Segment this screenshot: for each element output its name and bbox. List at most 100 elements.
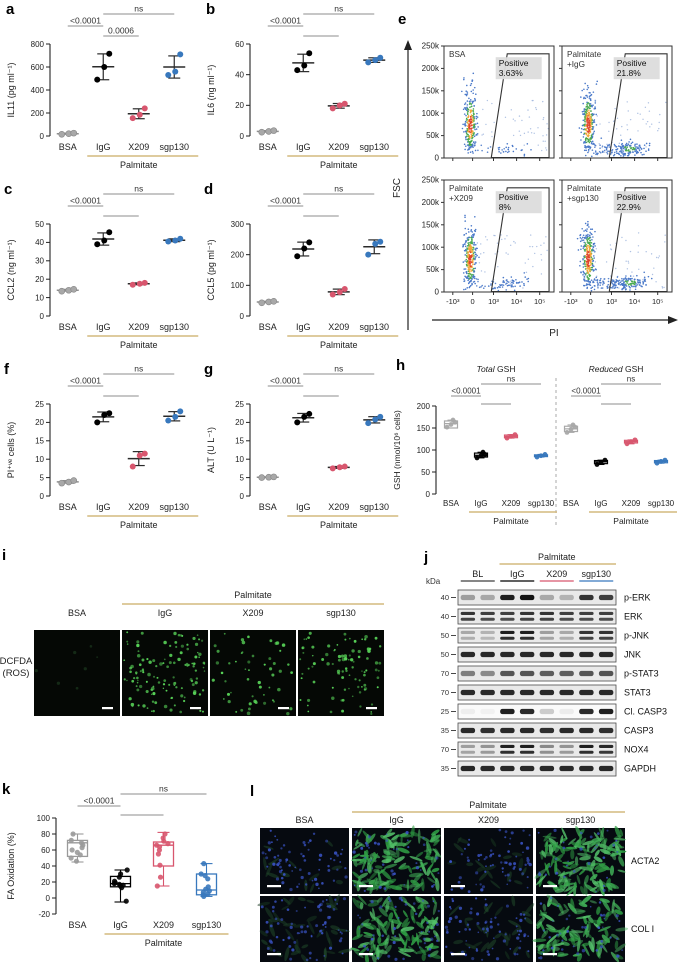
svg-text:IgG: IgG (389, 815, 404, 825)
group-BSA (56, 477, 79, 487)
svg-text:<0.0001: <0.0001 (270, 196, 301, 206)
blot-row-GAPDH: 35 GAPDH (441, 760, 656, 777)
svg-text:sgp130: sgp130 (566, 815, 596, 825)
svg-text:10⁴: 10⁴ (511, 297, 523, 306)
group-BSA (256, 473, 279, 481)
svg-text:Reduced GSH: Reduced GSH (589, 364, 644, 374)
subpanel-title: Total GSH (477, 364, 516, 374)
panel-l-letter: l (250, 783, 255, 800)
svg-text:10: 10 (35, 455, 44, 464)
panel-i-letter: i (2, 547, 7, 564)
group-X209 (503, 432, 519, 441)
palmitate-group-label: Palmitate (104, 933, 229, 948)
svg-text:200k: 200k (422, 198, 440, 207)
svg-text:0: 0 (40, 312, 45, 321)
svg-text:JNK: JNK (624, 650, 641, 660)
svg-text:sgp130: sgp130 (648, 499, 675, 508)
svg-text:FA Oxidation (%): FA Oxidation (%) (6, 832, 16, 900)
panel-f-letter: f (4, 361, 9, 378)
palmitate-group-label: Palmitate (87, 515, 199, 530)
svg-text:p-ERK: p-ERK (624, 593, 651, 603)
svg-text:40: 40 (35, 238, 44, 247)
svg-text:Positive: Positive (499, 58, 529, 68)
svg-text:40: 40 (441, 612, 449, 621)
svg-text:3.63%: 3.63% (499, 68, 524, 78)
svg-text:IgG: IgG (158, 608, 173, 618)
svg-text:Palmitate: Palmitate (613, 516, 649, 526)
svg-text:sgp130: sgp130 (159, 502, 189, 512)
svg-text:100: 100 (231, 281, 245, 290)
svg-text:5: 5 (40, 473, 45, 482)
scale-bar (451, 885, 465, 888)
svg-text:20: 20 (35, 418, 44, 427)
svg-text:BSA: BSA (68, 608, 86, 618)
svg-text:<0.0001: <0.0001 (270, 376, 301, 386)
svg-text:PI⁺ᵛᵉ cells (%): PI⁺ᵛᵉ cells (%) (6, 422, 16, 479)
micro-image-ACTA2-X209 (444, 828, 533, 894)
svg-text:50: 50 (441, 650, 449, 659)
group-X209 (127, 450, 150, 470)
group-sgp130 (163, 408, 186, 424)
svg-text:20: 20 (235, 101, 244, 110)
group-BSA (66, 831, 89, 864)
row-label: DCFDA(ROS) (0, 656, 33, 679)
stat-brackets: ns <0.0001 0.0006 (67, 4, 175, 37)
y-axis: 0 100 200 300 (231, 220, 251, 321)
scale-bar (543, 953, 557, 956)
group-IgG (593, 457, 609, 467)
svg-text:Palmitate: Palmitate (320, 160, 358, 170)
group-BSA (256, 127, 279, 136)
gate-polygon (490, 53, 550, 159)
group-IgG (92, 229, 115, 248)
svg-text:+sgp130: +sgp130 (567, 194, 599, 203)
category-labels: BSA IgG X209 sgp130 (59, 142, 189, 152)
svg-text:150: 150 (417, 424, 431, 433)
svg-text:10: 10 (235, 455, 244, 464)
blot-row-JNK: 50 JNK (441, 646, 641, 663)
svg-text:kDa: kDa (426, 577, 441, 586)
category-labels: BSA IgG X209 sgp130 (59, 502, 189, 512)
y-axis-title: GSH (nmol/10⁶ cells) (392, 410, 402, 490)
svg-text:200: 200 (31, 109, 45, 118)
column-headers: Palmitate BSA IgG X209 sgp130 (295, 800, 625, 825)
svg-text:BSA: BSA (59, 502, 77, 512)
svg-text:ns: ns (334, 364, 343, 374)
svg-text:80: 80 (41, 830, 50, 839)
svg-text:20: 20 (35, 275, 44, 284)
svg-text:50: 50 (441, 631, 449, 640)
svg-text:X209: X209 (242, 608, 263, 618)
svg-text:BSA: BSA (59, 142, 77, 152)
svg-text:p-JNK: p-JNK (624, 631, 649, 641)
density-cloud (461, 72, 550, 157)
panel-k-letter: k (2, 781, 11, 798)
stat-brackets: ns <0.0001 (77, 784, 207, 816)
svg-text:100k: 100k (422, 243, 440, 252)
micro-image-BSA (34, 630, 120, 716)
panel-d-chart: 0 100 200 300 CCL5 (pg ml⁻¹) ns <0.0001 BSA IgG X… (206, 184, 399, 350)
svg-text:<0.0001: <0.0001 (84, 796, 115, 806)
category-labels: BSA IgG X209 sgp130 (443, 499, 555, 508)
svg-text:Palmitate: Palmitate (120, 520, 158, 530)
y-axis: 0 20 40 60 (235, 40, 251, 141)
svg-text:250k: 250k (422, 176, 440, 185)
svg-text:p-STAT3: p-STAT3 (624, 669, 659, 679)
group-sgp130 (533, 452, 549, 460)
svg-text:sgp130: sgp130 (528, 499, 555, 508)
svg-text:250k: 250k (422, 42, 440, 51)
svg-text:0: 0 (589, 297, 593, 306)
panel-b-chart: 0 20 40 60 IL6 (ng ml⁻¹) ns <0.0001 BSA IgG X209 s… (206, 4, 399, 170)
palmitate-group-label: Palmitate (287, 155, 399, 170)
sample-label: Palmitate+sgp130 (567, 184, 602, 203)
svg-text:0: 0 (240, 132, 245, 141)
stat-brackets: ns <0.0001 (267, 364, 375, 397)
svg-text:Cl. CASP3: Cl. CASP3 (624, 707, 667, 717)
svg-text:Palmitate: Palmitate (469, 800, 507, 810)
svg-text:IL11 (pg ml⁻¹): IL11 (pg ml⁻¹) (6, 62, 16, 117)
group-IgG (92, 410, 115, 426)
svg-text:ns: ns (134, 184, 143, 194)
svg-text:BL: BL (472, 569, 483, 579)
micro-image-ACTA2-BSA (260, 828, 349, 894)
svg-text:<0.0001: <0.0001 (451, 387, 481, 396)
svg-text:50: 50 (421, 468, 430, 477)
svg-text:ns: ns (134, 4, 143, 14)
